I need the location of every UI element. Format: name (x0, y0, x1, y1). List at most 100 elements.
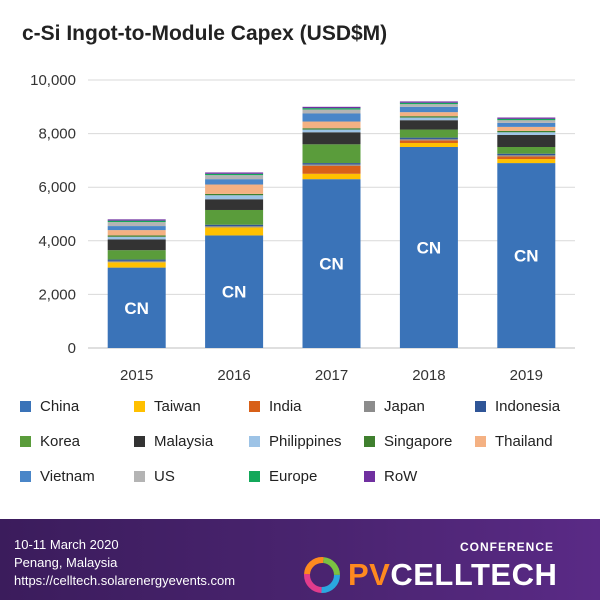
legend-swatch (20, 471, 31, 482)
bar-segment-row (302, 106, 361, 109)
legend-item-china: China (20, 398, 79, 415)
bar-segment-indonesia (497, 153, 556, 156)
legend-label: Indonesia (495, 398, 561, 415)
legend-label: Japan (384, 398, 425, 415)
bar-segment-taiwan (399, 142, 458, 147)
legend-swatch (20, 436, 31, 447)
bar-stack-2017: CN (302, 106, 361, 348)
x-tick-label: 2019 (510, 367, 543, 384)
bar-segment-indonesia (107, 259, 166, 261)
legend-swatch (249, 471, 260, 482)
bar-segment-japan (107, 260, 166, 263)
bar-segment-singapore (497, 130, 556, 133)
y-tick-label: 6,000 (38, 179, 76, 196)
bar-segment-india (302, 165, 361, 174)
bar-segment-us (107, 222, 166, 227)
bar-segment-india (399, 140, 458, 143)
bar-segment-malaysia (399, 120, 458, 130)
bar-segment-singapore (205, 193, 264, 196)
legend-item-us: US (134, 468, 175, 485)
x-tick-label: 2018 (412, 367, 445, 384)
legend-swatch (364, 401, 375, 412)
bar-segment-thailand (497, 126, 556, 131)
y-tick-label: 8,000 (38, 126, 76, 143)
legend-label: Malaysia (154, 433, 214, 450)
bar-segment-japan (497, 155, 556, 157)
legend-label: Taiwan (154, 398, 201, 415)
legend-label: Vietnam (40, 468, 95, 485)
legend-item-malaysia: Malaysia (134, 433, 213, 450)
bar-segment-us (399, 104, 458, 107)
bar-stack-2016: CN (205, 172, 264, 348)
bar-data-label: CN (514, 247, 539, 266)
bar-segment-europe (302, 108, 361, 110)
bar-segment-europe (497, 118, 556, 121)
x-tick-label: 2016 (217, 367, 250, 384)
legend-item-taiwan: Taiwan (134, 398, 201, 415)
bar-segment-us (497, 120, 556, 123)
stacked-bar-chart: 0 2,000 4,000 6,000 8,000 10,000 CN CN CN CN CN 2… (30, 72, 575, 384)
y-tick-label: 10,000 (30, 72, 76, 89)
event-footer: 10-11 March 2020 Penang, Malaysia https:… (0, 519, 600, 600)
event-location: Penang, Malaysia (14, 555, 118, 570)
bar-segment-europe (107, 220, 166, 223)
bar-segment-singapore (399, 116, 458, 118)
legend-label: Singapore (384, 433, 453, 450)
legend-swatch (364, 471, 375, 482)
legend-swatch (134, 401, 145, 412)
y-tick-label: 2,000 (38, 286, 76, 303)
legend-swatch (475, 436, 486, 447)
bars: CN CN CN CN CN (107, 101, 556, 348)
bar-segment-vietnam (497, 122, 556, 127)
legend-item-singapore: Singapore (364, 433, 452, 450)
pvcelltech-ring-logo-icon (304, 557, 340, 593)
bar-segment-china (302, 179, 361, 348)
y-tick-label: 0 (68, 340, 76, 357)
legend-swatch (134, 436, 145, 447)
bar-segment-us (302, 109, 361, 114)
bar-segment-vietnam (302, 113, 361, 122)
legend-item-indonesia: Indonesia (475, 398, 560, 415)
bar-segment-korea (302, 144, 361, 164)
y-tick-label: 4,000 (38, 233, 76, 250)
bar-segment-malaysia (302, 132, 361, 145)
legend-label: Thailand (495, 433, 553, 450)
legend-swatch (475, 401, 486, 412)
legend-item-korea: Korea (20, 433, 80, 450)
legend-label: Europe (269, 468, 318, 485)
bar-segment-thailand (302, 121, 361, 129)
bar-segment-taiwan (497, 159, 556, 164)
bar-segment-malaysia (107, 239, 166, 251)
bar-segment-india (497, 156, 556, 160)
legend-item-row: RoW (364, 468, 417, 485)
legend-swatch (20, 401, 31, 412)
bar-stack-2015: CN (107, 219, 166, 348)
bar-segment-thailand (107, 230, 166, 236)
bar-segment-korea (497, 147, 556, 154)
bar-data-label: CN (222, 283, 247, 302)
bar-segment-china (107, 267, 166, 348)
bar-segment-korea (205, 209, 264, 225)
bar-segment-philippines (302, 129, 361, 133)
bar-segment-row (205, 172, 264, 174)
event-url[interactable]: https://celltech.solarenergyevents.com (14, 573, 236, 588)
bar-segment-vietnam (107, 226, 166, 231)
bar-data-label: CN (417, 239, 442, 258)
legend-label: US (154, 468, 175, 485)
bar-segment-malaysia (497, 134, 556, 147)
legend-label: India (269, 398, 302, 415)
brand-celltech-text: CELLTECH (390, 557, 558, 592)
legend-item-philippines: Philippines (249, 433, 342, 450)
conference-label: CONFERENCE (460, 540, 555, 554)
bar-segment-indonesia (399, 137, 458, 139)
bar-segment-philippines (497, 132, 556, 135)
bar-segment-taiwan (205, 227, 264, 236)
bar-segment-singapore (107, 235, 166, 237)
y-axis: 0 2,000 4,000 6,000 8,000 10,000 (30, 72, 76, 357)
x-axis: 2015 2016 2017 2018 2019 (120, 367, 543, 384)
legend-label: Philippines (269, 433, 342, 450)
bar-segment-china (399, 147, 458, 348)
bar-segment-philippines (107, 236, 166, 240)
x-tick-label: 2015 (120, 367, 153, 384)
legend-swatch (249, 436, 260, 447)
